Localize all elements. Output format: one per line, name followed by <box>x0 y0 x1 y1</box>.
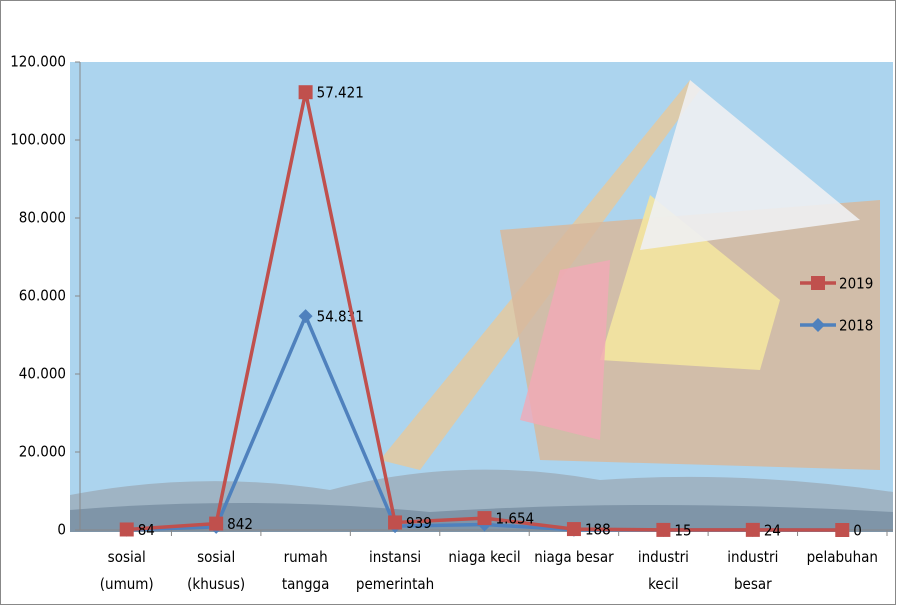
y-tick-label: 120.000 <box>10 53 66 71</box>
marker <box>835 523 850 537</box>
data-label: 57.421 <box>317 84 364 102</box>
x-tick-label: sosial (umum) <box>100 548 154 593</box>
data-label: 24 <box>764 521 781 539</box>
x-tick-label: sosial (khusus) <box>187 548 245 593</box>
data-label: 1.654 <box>496 510 535 528</box>
marker <box>745 522 760 537</box>
data-label: 939 <box>406 514 432 532</box>
legend-marker <box>811 318 825 332</box>
y-tick-label: 40.000 <box>19 365 66 383</box>
x-tick-label: instansi pemerintah <box>356 548 434 593</box>
data-label: 0 <box>853 522 862 540</box>
data-label: 54.831 <box>317 308 364 326</box>
legend-label: 2018 <box>839 317 873 335</box>
x-tick-label: niaga kecil <box>448 548 520 566</box>
x-tick-label: industri besar <box>727 548 778 593</box>
data-label: 188 <box>585 521 611 539</box>
x-tick-label: industri kecil <box>638 548 689 593</box>
marker <box>119 522 134 537</box>
x-tick-label: pelabuhan <box>807 548 878 566</box>
marker <box>298 309 313 324</box>
y-tick-label: 20.000 <box>19 443 66 461</box>
data-label: 842 <box>227 515 253 533</box>
data-label: 15 <box>674 521 691 539</box>
legend-label: 2019 <box>839 275 873 293</box>
marker <box>477 511 492 526</box>
data-label: 84 <box>138 521 155 539</box>
marker <box>566 522 581 537</box>
background-picture <box>70 62 893 532</box>
x-tick-label: rumah tangga <box>282 548 330 593</box>
y-tick-label: 0 <box>57 521 66 539</box>
marker <box>298 85 313 100</box>
marker <box>656 522 671 537</box>
y-tick-label: 60.000 <box>19 287 66 305</box>
y-tick-label: 80.000 <box>19 209 66 227</box>
x-tick-label: niaga besar <box>534 548 614 566</box>
marker <box>209 516 224 531</box>
legend-marker <box>811 276 825 290</box>
y-tick-label: 100.000 <box>10 131 66 149</box>
marker <box>388 515 403 530</box>
